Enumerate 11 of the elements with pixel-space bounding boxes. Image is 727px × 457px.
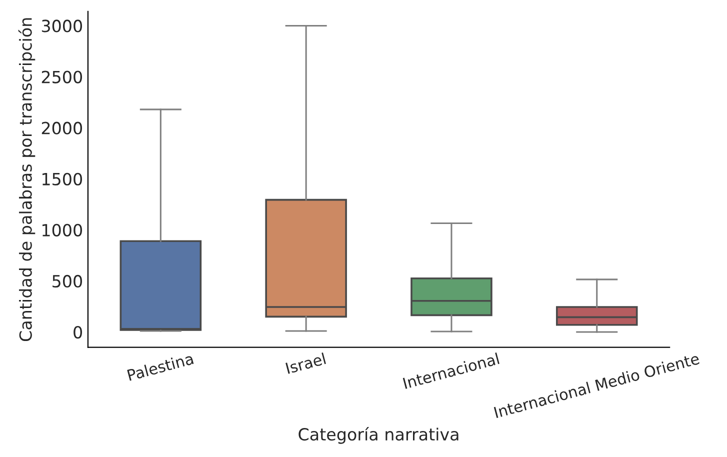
y-tick-label: 2000 [42,122,82,134]
x-axis-title: Categoría narrativa [298,427,458,444]
y-axis-title: Cantidad de palabras por transcripción [18,18,36,342]
y-tick-label: 2500 [42,70,82,84]
y-tick-label: 1000 [42,224,82,236]
y-tick-label: 500 [52,274,82,288]
y-tick-label: 1500 [42,172,82,186]
y-tick-label: 0 [74,326,82,339]
x-tick-label: Palestina [126,352,194,382]
y-tick-label: 3000 [42,20,82,32]
x-tick-label: Israel [285,352,326,374]
